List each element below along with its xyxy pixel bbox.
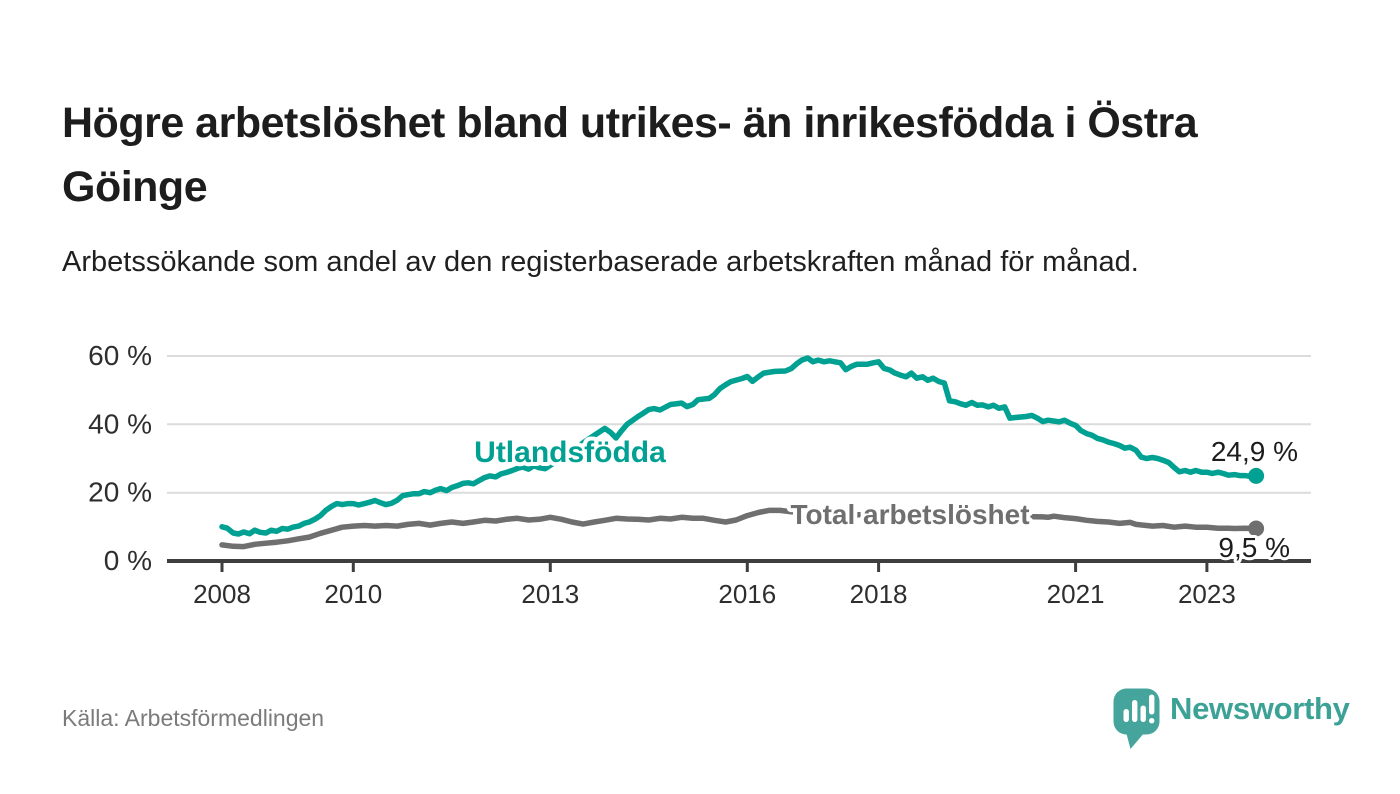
x-tick-label: 2021 — [1047, 579, 1105, 609]
series-end-label-1: 9,5 % — [1218, 532, 1290, 563]
series-label-1: Total arbetslöshet — [790, 499, 1029, 530]
x-tick-label: 2013 — [521, 579, 579, 609]
series-line-0 — [219, 355, 1259, 537]
x-tick-label: 2010 — [324, 579, 382, 609]
series-line-1 — [219, 507, 1259, 550]
source-note: Källa: Arbetsförmedlingen — [62, 705, 325, 731]
logo-bars — [1123, 694, 1155, 724]
page-title: Högre arbetslöshet bland utrikes- än inr… — [62, 98, 1198, 212]
y-tick-label: 40 % — [88, 408, 152, 439]
y-tick-label: 0 % — [104, 545, 152, 576]
series-dot-1 — [1248, 520, 1265, 537]
x-tick-label: 2023 — [1178, 579, 1236, 609]
series-label-0: Utlandsfödda — [474, 436, 666, 469]
newsworthy-wordmark: Newsworthy — [1170, 691, 1350, 726]
logo-bubble-tail — [1126, 732, 1145, 749]
series-dot-0 — [1248, 467, 1265, 484]
newsworthy-icon — [1113, 688, 1160, 749]
x-tick-label: 2018 — [850, 579, 908, 609]
x-tick-label: 2008 — [193, 579, 251, 609]
y-tick-label: 60 % — [88, 340, 152, 371]
x-tick-label: 2016 — [718, 579, 776, 609]
chart-subtitle: Arbetssökande som andel av den registerb… — [62, 246, 1139, 278]
series-end-label-0: 24,9 % — [1211, 436, 1298, 467]
y-tick-label: 20 % — [88, 477, 152, 508]
